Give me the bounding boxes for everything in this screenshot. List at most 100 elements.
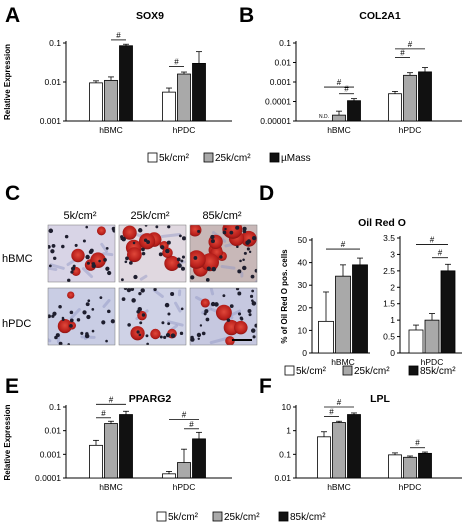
bar xyxy=(104,423,118,479)
micrograph-col-label-2: 25k/cm² xyxy=(130,210,169,222)
bar xyxy=(332,114,346,122)
legend-swatch xyxy=(147,152,158,163)
bar xyxy=(177,73,191,122)
significance-mark: # xyxy=(415,439,420,448)
legend-swatch xyxy=(278,511,289,522)
y-tick-label: 0.01 xyxy=(44,77,61,87)
bar xyxy=(332,422,346,479)
significance-mark: # xyxy=(329,407,334,416)
bar xyxy=(317,436,331,479)
category-label: hBMC xyxy=(331,357,355,367)
significance-mark: # xyxy=(116,31,121,40)
micrograph-image xyxy=(118,224,187,283)
y-tick-label: 0.001 xyxy=(40,116,62,126)
chart-title: COL2A1 xyxy=(359,10,401,22)
legend-label: 25k/cm² xyxy=(215,153,251,164)
y-axis-label: Relative Expression xyxy=(3,404,12,480)
category-label: hPDC xyxy=(173,482,196,492)
significance-mark: # xyxy=(109,395,114,404)
category-label: hBMC xyxy=(99,125,123,135)
chart-col2a1: COL2A1 0.1 0.01 0.001 0.0001 0.00001 hBMC hPDC N… xyxy=(260,10,462,135)
chart-title: SOX9 xyxy=(136,10,164,22)
significance-mark: # xyxy=(430,236,435,245)
micrograph-image xyxy=(189,287,258,346)
legend-label: 25k/cm² xyxy=(354,366,390,377)
bar xyxy=(418,71,432,122)
significance-mark: # xyxy=(174,57,179,66)
category-label: hBMC xyxy=(99,482,123,492)
significance-mark: # xyxy=(341,240,346,249)
y-tick-label: 2 xyxy=(390,282,395,292)
significance-mark: # xyxy=(101,409,106,418)
y-tick-label: 0.1 xyxy=(49,38,61,48)
bar xyxy=(192,62,206,122)
legend-top: 5k/cm² 25k/cm² µMass xyxy=(147,152,311,164)
y-tick-label: 30 xyxy=(298,280,308,290)
y-tick-label: 1.5 xyxy=(383,299,395,309)
y-tick-label: 3 xyxy=(390,249,395,259)
significance-mark: # xyxy=(438,249,443,258)
y-tick-label: 0.1 xyxy=(49,402,61,412)
y-tick-label: 0.001 xyxy=(270,77,292,87)
y-tick-label: 0.0001 xyxy=(35,473,61,483)
chart-oil-red-o-hbmc: Oil Red O% of Oil Red O pos. cells504030… xyxy=(280,217,406,367)
y-axis-label: Relative Expression xyxy=(3,44,12,120)
chart-title: PPARG2 xyxy=(129,393,172,405)
category-label: hPDC xyxy=(173,125,196,135)
panel-letter-c: C xyxy=(5,182,20,205)
category-label: hBMC xyxy=(327,125,351,135)
bar xyxy=(440,270,456,354)
y-tick-label: 0.001 xyxy=(40,449,62,459)
panel-letter-d: D xyxy=(259,182,274,205)
category-label: hPDC xyxy=(399,482,422,492)
micrograph-panel: 5k/cm² 25k/cm² 85k/cm² hBMC hPDC xyxy=(2,210,258,346)
legend-swatch xyxy=(408,365,419,376)
y-tick-label: 0.01 xyxy=(274,473,291,483)
panel-letter-a: A xyxy=(5,4,20,27)
bar xyxy=(177,462,191,479)
legend-label: 85k/cm² xyxy=(290,512,326,523)
y-tick-label: 20 xyxy=(298,303,308,313)
micrograph-row-label-2: hPDC xyxy=(2,318,31,330)
bar xyxy=(347,414,361,479)
y-tick-label: 1 xyxy=(286,426,291,436)
chart-sox9: SOX9 Relative Expression 0.1 0.01 0.001 hBMC h… xyxy=(3,10,232,135)
legend-swatch xyxy=(156,511,167,522)
bar xyxy=(104,79,118,122)
bar xyxy=(418,452,432,479)
bar xyxy=(403,74,417,122)
panel-letter-f: F xyxy=(259,375,272,398)
y-tick-label: 50 xyxy=(298,235,308,245)
y-tick-label: 0 xyxy=(390,348,395,358)
y-tick-label: 1 xyxy=(390,315,395,325)
bar xyxy=(192,438,206,479)
category-label: hPDC xyxy=(399,125,422,135)
y-tick-label: 0.01 xyxy=(274,58,291,68)
y-tick-label: 0.01 xyxy=(44,426,61,436)
bar xyxy=(424,319,440,354)
chart-title: Oil Red O xyxy=(358,217,406,229)
bar xyxy=(335,275,351,354)
category-label: hPDC xyxy=(421,357,444,367)
legend-label: 5k/cm² xyxy=(159,153,190,164)
legend-label: µMass xyxy=(281,153,311,164)
category-label: hBMC xyxy=(327,482,351,492)
y-tick-label: 40 xyxy=(298,258,308,268)
bar xyxy=(89,444,103,479)
micrograph-col-label-3: 85k/cm² xyxy=(202,210,241,222)
significance-mark: # xyxy=(182,410,187,419)
micrograph-row-label-1: hBMC xyxy=(2,253,33,265)
micrograph-image xyxy=(189,224,258,283)
not-detected-label: N.D. xyxy=(319,114,329,120)
panel-letter-b: B xyxy=(239,4,254,27)
bar xyxy=(119,414,133,479)
bar xyxy=(403,456,417,479)
panel-letter-e: E xyxy=(5,375,19,398)
micrograph-image xyxy=(47,224,116,283)
chart-oil-red-o-hpdc: 3.5 3 2.5 2 1.5 1 0.5 0 hPDC ## xyxy=(383,233,462,367)
bar xyxy=(318,320,334,354)
y-tick-label: 0.00001 xyxy=(260,116,291,126)
y-axis-label: % of Oil Red O pos. cells xyxy=(280,249,289,344)
bar xyxy=(162,91,176,122)
